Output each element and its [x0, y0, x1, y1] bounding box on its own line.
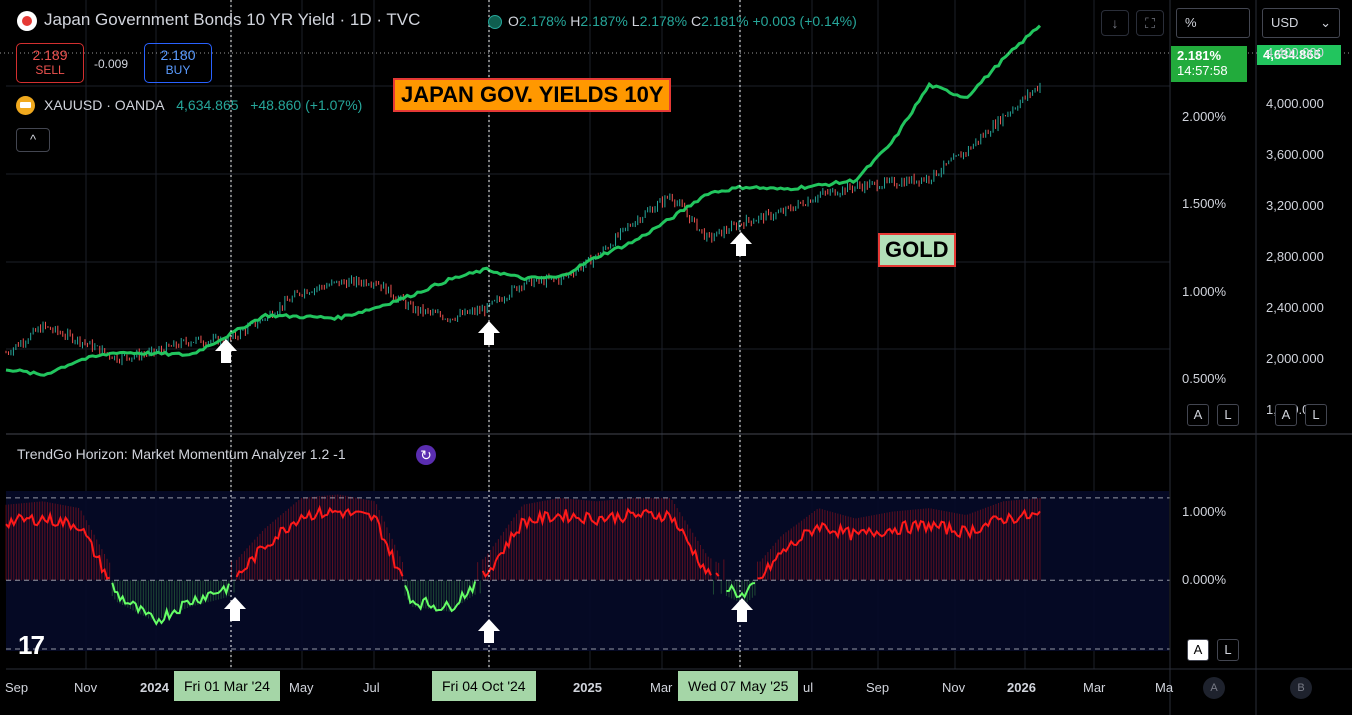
chevron-down-icon: ⌄ [1320, 15, 1331, 30]
gold-tick-label: 2,400.000 [1266, 299, 1324, 315]
japan-yields-annotation[interactable]: JAPAN GOV. YIELDS 10Y [393, 78, 672, 112]
signal-arrow-icon [730, 232, 752, 256]
left-axis-mode-select[interactable]: % [1176, 8, 1250, 38]
indicator-band-bg [6, 491, 1169, 651]
momentum-negative-lines [111, 581, 756, 626]
time-axis-label: May [289, 680, 314, 695]
yield-tick-label: 1.500% [1182, 196, 1227, 211]
market-status-icon[interactable] [488, 15, 502, 29]
close-value: 2.181% [701, 13, 749, 29]
buy-price: 2.180 [160, 47, 196, 63]
gold-tick-label: 3,200.000 [1266, 197, 1324, 213]
momentum-histogram [5, 494, 1041, 622]
time-axis-label: Sep [866, 680, 890, 695]
yield-tick-label: 2.000% [1182, 108, 1227, 124]
sell-label: SELL [35, 63, 65, 77]
gold-price-tag: 4,634.865 [1257, 45, 1341, 65]
gold-price-line [5, 24, 1042, 377]
time-axis-label: Mar [1083, 680, 1106, 695]
signal-arrow-icon [478, 619, 500, 643]
yield-candles [5, 82, 1041, 366]
time-axis-label: 2026 [1007, 680, 1036, 695]
symbol-title[interactable]: Japan Government Bonds 10 YR Yield · 1D … [44, 10, 421, 29]
yield-tick-label: 1.000% [1182, 283, 1227, 299]
log-scale-button[interactable]: L [1217, 404, 1239, 426]
signal-arrow-icon [478, 321, 500, 345]
gold-tick-label: 4,400.000 [1266, 45, 1324, 61]
close-key: C [690, 13, 702, 29]
sync-icon[interactable]: ↻ [416, 445, 436, 465]
time-axis-label: Jul [363, 680, 380, 695]
time-axis-label: Sep [5, 680, 29, 695]
time-axis-label: 2025 [573, 680, 602, 695]
gold-tick-label: 3,600.000 [1266, 147, 1324, 162]
sell-button[interactable]: 2.189 SELL [16, 43, 84, 83]
time-axis-label: Mar [650, 680, 673, 695]
time-axis-label: ul [803, 680, 814, 695]
signal-arrow-icon [731, 598, 753, 622]
momentum-negative-line [404, 581, 477, 613]
axis-a-toggle[interactable]: A [1203, 677, 1225, 699]
spread-value: -0.009 [94, 57, 129, 71]
open-value: 2.178% [518, 13, 567, 29]
buy-label: BUY [165, 63, 191, 77]
time-axis-label: 2024 [140, 680, 169, 695]
gold-tick-label: 2,800.000 [1266, 248, 1324, 264]
indicator-level-lines [6, 497, 1170, 650]
axis-b-toggle[interactable]: B [1290, 677, 1312, 699]
indicator-tick-label: 1.000% [1182, 503, 1227, 519]
tradingview-logo: 17 [18, 630, 45, 660]
indicator-log-scale-button[interactable]: L [1217, 639, 1239, 661]
overlay-price: 4,634.865 [176, 97, 239, 113]
download-icon[interactable]: ↓ [1101, 10, 1129, 36]
open-key: O [508, 13, 519, 29]
low-value: 2.178% [639, 13, 688, 29]
signal-arrow-icon [215, 339, 237, 363]
currency-select[interactable]: USD ⌄ [1262, 8, 1340, 38]
gold-tick-label: 2,000.000 [1266, 350, 1324, 366]
momentum-negative-line [111, 582, 230, 626]
overlay-symbol: XAUUSD · OANDA [44, 97, 165, 113]
log-scale-button-right[interactable]: L [1305, 404, 1327, 426]
ohlc-values: O2.178% H2.187% L2.178% C2.181% +0.003 (… [508, 13, 857, 29]
japan-flag-icon [17, 11, 37, 31]
yield-tag-value: 2.181% [1177, 48, 1222, 63]
indicator-tick-label: 0.000% [1182, 572, 1227, 588]
crosshair-date-label-3: Wed 07 May '25 [678, 671, 799, 701]
gold-tick-label: 4,000.000 [1266, 96, 1324, 112]
signal-arrow-icon [224, 597, 246, 621]
overlay-legend[interactable]: XAUUSD · OANDA 4,634.865 +48.860 (+1.07%… [44, 97, 362, 113]
gold-bar-icon [16, 96, 35, 115]
signal-arrows [215, 232, 753, 643]
time-axis-label: Ma [1155, 680, 1174, 695]
collapse-legend-button[interactable]: ^ [16, 128, 50, 152]
buy-button[interactable]: 2.180 BUY [144, 43, 212, 83]
indicator-auto-scale-button[interactable]: A [1187, 639, 1209, 661]
fullscreen-icon[interactable]: ⛶ [1136, 10, 1164, 36]
momentum-negative-line [726, 582, 756, 599]
sell-price: 2.189 [32, 47, 68, 63]
auto-scale-button-right[interactable]: A [1275, 404, 1297, 426]
indicator-title[interactable]: TrendGo Horizon: Market Momentum Analyze… [17, 446, 346, 462]
yield-tick-label: 0.500% [1182, 371, 1227, 386]
yield-tag-time: 14:57:58 [1177, 63, 1228, 78]
momentum-positive-line [5, 504, 1041, 581]
currency-label: USD [1271, 15, 1299, 30]
overlay-change: +48.860 (+1.07%) [250, 97, 363, 113]
crosshair-date-label-1: Fri 01 Mar '24 [174, 671, 280, 701]
low-key: L [631, 13, 640, 29]
auto-scale-button[interactable]: A [1187, 404, 1209, 426]
gold-annotation[interactable]: GOLD [878, 233, 956, 267]
high-key: H [570, 13, 581, 29]
high-value: 2.187% [580, 13, 628, 29]
time-axis-label: Nov [942, 680, 966, 695]
crosshair-date-label-2: Fri 04 Oct '24 [432, 671, 536, 701]
time-axis-label: Nov [74, 680, 98, 695]
yield-price-tag: 2.181% 14:57:58 [1171, 46, 1247, 82]
change-value: +0.003 (+0.14%) [752, 13, 857, 29]
